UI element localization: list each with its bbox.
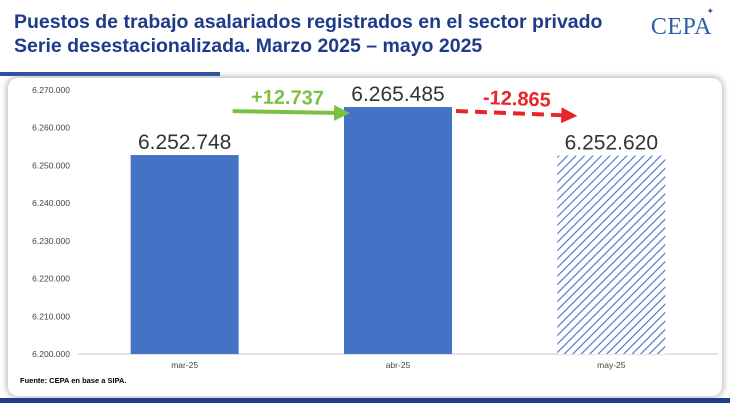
y-tick-label: 6.240.000 [32, 198, 70, 208]
bar-mar-25 [130, 155, 239, 354]
cepa-logo: CEPA [650, 14, 712, 40]
data-label: 6.252.748 [138, 131, 231, 154]
chart-title: Puestos de trabajo asalariados registrad… [14, 10, 602, 58]
data-label: 6.252.620 [565, 132, 658, 155]
source-note: Fuente: CEPA en base a SIPA. [20, 376, 127, 385]
y-tick-label: 6.260.000 [32, 123, 70, 133]
x-tick-label: may-25 [597, 360, 626, 370]
y-tick-label: 6.210.000 [32, 311, 70, 321]
chart-panel: 6.200.000 6.210.000 6.220.000 6.230.000 6.24… [8, 78, 722, 396]
bottom-accent-bar [0, 398, 730, 403]
header: Puestos de trabajo asalariados registrad… [0, 0, 730, 80]
y-tick-label: 6.220.000 [32, 274, 70, 284]
decrease-label: -12.865 [483, 87, 552, 112]
x-tick-label: mar-25 [171, 360, 198, 370]
y-tick-label: 6.270.000 [32, 85, 70, 95]
increase-arrow [232, 104, 350, 121]
decrease-arrow [455, 107, 578, 124]
title-underline [0, 72, 220, 76]
y-tick-label: 6.250.000 [32, 160, 70, 170]
logo-star-icon: ✦ [706, 6, 714, 16]
bar-chart: 6.200.000 6.210.000 6.220.000 6.230.000 6.24… [32, 83, 718, 370]
increase-label: +12.737 [251, 86, 324, 109]
y-tick-label: 6.230.000 [32, 236, 70, 246]
bar-abr-25 [344, 107, 452, 354]
title-line-1: Puestos de trabajo asalariados registrad… [14, 11, 603, 33]
bar-may-25 [557, 155, 666, 354]
title-line-2: Serie desestacionalizada. Marzo 2025 – m… [14, 35, 483, 57]
y-tick-label: 6.200.000 [32, 349, 70, 359]
x-tick-label: abr-25 [386, 360, 411, 370]
data-label: 6.265.485 [351, 83, 444, 106]
